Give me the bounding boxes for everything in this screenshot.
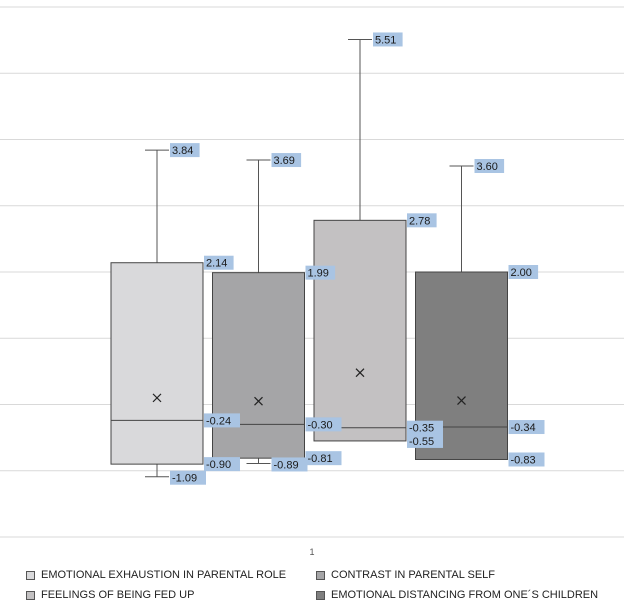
label-q3: 2.14: [204, 255, 234, 270]
label-max: 3.69: [271, 153, 302, 168]
data-label-box: [204, 457, 240, 472]
data-label-box: [305, 417, 342, 432]
label-median: -0.30: [305, 417, 342, 432]
legend-label: FEELINGS OF BEING FED UP: [41, 589, 195, 601]
box-body: [313, 219, 407, 442]
data-label-text: -0.55: [409, 436, 434, 448]
box-plot-chart: 3.84 2.14 -0.24 -0.90 -1.09 3.69 1.99 -0.30 -0.8…: [0, 6, 624, 557]
label-q3: 2.00: [508, 265, 539, 279]
data-label-box: [474, 159, 505, 173]
data-label-text: 3.69: [274, 155, 295, 167]
data-label-text: 1.99: [308, 268, 329, 280]
label-median: -0.34: [508, 420, 545, 435]
label-q1: -0.83: [508, 452, 545, 467]
data-label-box: [204, 413, 240, 428]
data-label-box: [373, 32, 403, 47]
legend-item-emotional-distancing: EMOTIONAL DISTANCING FROM ONE´S CHILDREN: [316, 589, 598, 601]
mean-marker: [355, 368, 365, 378]
legend-swatch: [26, 570, 35, 580]
data-label-box: [508, 265, 539, 279]
data-labels: 3.84 2.14 -0.24 -0.90 -1.09 3.69 1.99 -0.30 -0.8…: [170, 32, 545, 485]
data-label-box: [170, 143, 200, 158]
legend-item-feelings-of-being-fed-up: FEELINGS OF BEING FED UP: [26, 589, 194, 601]
data-label-box: [407, 433, 443, 448]
x-tick-label: 1: [309, 547, 314, 557]
label-q3: 2.78: [407, 213, 437, 228]
data-label-text: -0.34: [511, 422, 536, 434]
box-body: [110, 262, 204, 465]
label-max: 3.60: [474, 159, 505, 173]
legend-swatch: [26, 590, 35, 600]
data-label-text: -0.81: [308, 453, 333, 465]
data-label-box: [407, 213, 437, 228]
legend-item-emotional-exhaustion: EMOTIONAL EXHAUSTION IN PARENTAL ROLE: [26, 569, 286, 581]
mean-marker: [152, 393, 162, 403]
legend-label: EMOTIONAL DISTANCING FROM ONE´S CHILDREN: [331, 589, 599, 601]
box-3: [313, 38, 407, 442]
legend-swatch: [316, 590, 325, 600]
label-q3: 1.99: [305, 265, 336, 280]
box-1: [110, 149, 204, 478]
legend-swatch: [316, 570, 325, 580]
data-label-box: [271, 153, 302, 168]
label-min: -0.89: [271, 457, 308, 472]
label-median: -0.24: [204, 413, 240, 428]
label-median: -0.35: [407, 420, 443, 435]
data-label-text: -0.89: [274, 459, 299, 471]
data-label-text: -0.83: [511, 454, 536, 466]
data-label-text: 5.51: [375, 34, 396, 46]
label-max: 3.84: [170, 143, 200, 158]
legend-label: EMOTIONAL EXHAUSTION IN PARENTAL ROLE: [41, 569, 287, 581]
data-label-text: -0.90: [206, 459, 231, 471]
data-label-box: [508, 420, 545, 435]
data-label-box: [508, 452, 545, 467]
data-label-text: 2.00: [511, 267, 532, 279]
data-label-box: [407, 420, 443, 435]
data-label-text: 3.60: [477, 161, 498, 173]
data-label-text: -0.30: [308, 419, 333, 431]
data-label-box: [170, 470, 206, 485]
legend-item-contrast-in-parental-self: CONTRAST IN PARENTAL SELF: [316, 569, 495, 581]
mean-marker: [254, 396, 263, 406]
label-q1: -0.90: [204, 457, 240, 472]
data-label-box: [305, 451, 342, 466]
data-label-text: 2.78: [409, 215, 430, 227]
data-label-box: [204, 255, 234, 270]
label-min: -1.09: [170, 470, 206, 485]
data-label-box: [305, 265, 336, 280]
data-label-text: 2.14: [206, 258, 227, 270]
box-series: [110, 38, 508, 478]
legend-label: CONTRAST IN PARENTAL SELF: [331, 569, 496, 581]
box-body: [415, 271, 508, 460]
data-label-text: -1.09: [172, 473, 197, 485]
label-max: 5.51: [373, 32, 403, 47]
data-label-text: -0.35: [409, 423, 434, 435]
mean-marker: [457, 396, 466, 405]
box-body: [212, 272, 305, 459]
legend: EMOTIONAL EXHAUSTION IN PARENTAL ROLE CO…: [0, 563, 624, 613]
data-label-text: 3.84: [172, 145, 193, 157]
data-label-text: -0.24: [206, 415, 231, 427]
label-q1: -0.55: [407, 433, 443, 448]
data-label-box: [271, 457, 308, 472]
box-4: [415, 165, 508, 460]
label-q1: -0.81: [305, 451, 342, 466]
